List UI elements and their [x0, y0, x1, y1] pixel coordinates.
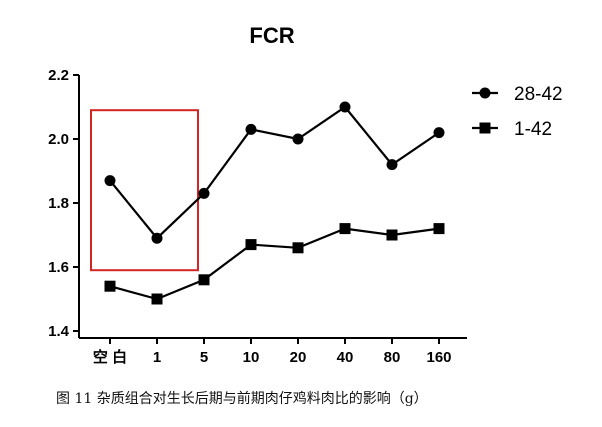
data-point-circle — [479, 87, 491, 99]
y-tick-label: 2.0 — [48, 131, 69, 148]
y-tick-label: 1.8 — [48, 195, 69, 212]
x-tick-label: 160 — [426, 349, 451, 366]
data-point-circle — [198, 187, 210, 199]
legend-label: 28-42 — [514, 84, 563, 105]
y-tick-label: 1.6 — [48, 259, 69, 276]
data-point-square — [292, 242, 304, 254]
x-tick-label: 5 — [200, 349, 208, 366]
data-point-square — [433, 223, 445, 235]
data-point-square — [104, 280, 116, 292]
data-point-circle — [433, 127, 445, 139]
data-point-square — [151, 293, 163, 305]
x-tick-label: 40 — [337, 349, 354, 366]
data-point-circle — [386, 159, 398, 171]
x-tick-label: 80 — [384, 349, 401, 366]
series-line-1-42 — [109, 227, 440, 301]
data-point-circle — [339, 101, 351, 113]
data-point-circle — [151, 232, 163, 244]
series-group — [104, 101, 445, 305]
chart-title: FCR — [249, 23, 294, 48]
chart-area: FCR 1.4 1.6 1.8 2.0 2.2 空 白 1 5 10 20 40 80 160 28-4… — [48, 23, 563, 366]
data-point-square — [386, 229, 398, 241]
x-tick-label: 20 — [290, 349, 307, 366]
x-tick-label: 10 — [243, 349, 260, 366]
fcr-line-chart: FCR 1.4 1.6 1.8 2.0 2.2 空 白 1 5 10 20 40 80 160 28-4… — [48, 23, 563, 366]
figure-caption: 图 11 杂质组合对生长后期与前期肉仔鸡料肉比的影响（g） — [56, 391, 428, 407]
legend-label: 1-42 — [514, 119, 552, 140]
x-tick-label: 1 — [153, 349, 161, 366]
data-point-square — [339, 223, 351, 235]
axes: 1.4 1.6 1.8 2.0 2.2 空 白 1 5 10 20 40 80 160 — [48, 67, 467, 366]
x-tick-label: 空 白 — [93, 348, 127, 366]
highlight-box-group — [90, 109, 199, 272]
data-point-circle — [104, 175, 116, 187]
data-point-circle — [245, 123, 257, 135]
data-point-square — [479, 122, 491, 134]
y-tick-label: 1.4 — [48, 323, 70, 340]
series-line-28-42 — [109, 105, 440, 240]
data-point-square — [198, 274, 210, 286]
data-point-square — [245, 239, 257, 251]
data-point-circle — [292, 133, 304, 145]
y-tick-label: 2.2 — [48, 67, 69, 84]
highlight-box — [90, 109, 199, 272]
legend: 28-42 1-42 — [472, 84, 563, 140]
